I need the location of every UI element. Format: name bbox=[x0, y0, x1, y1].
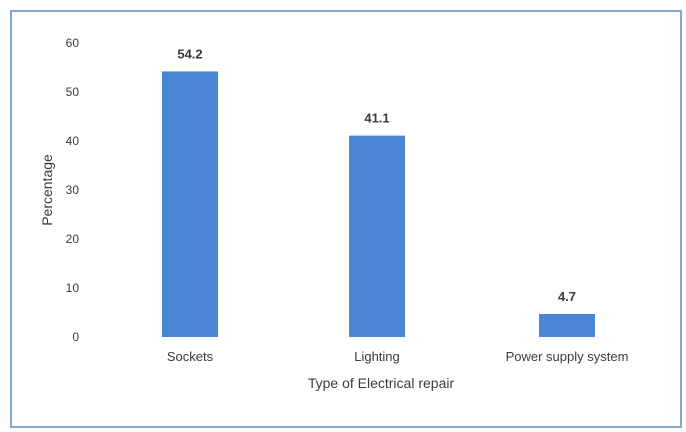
x-axis-title: Type of Electrical repair bbox=[308, 375, 455, 391]
y-tick-label: 30 bbox=[66, 183, 80, 197]
chart-frame bbox=[10, 10, 682, 428]
data-label: 54.2 bbox=[177, 46, 202, 61]
bar bbox=[539, 313, 595, 337]
y-tick-label: 50 bbox=[66, 85, 80, 99]
y-tick-label: 0 bbox=[72, 330, 79, 344]
data-label: 41.1 bbox=[364, 111, 389, 126]
y-tick-label: 20 bbox=[66, 232, 80, 246]
bars bbox=[162, 71, 595, 338]
x-category-label: Lighting bbox=[354, 349, 400, 364]
x-category-label: Power supply system bbox=[506, 349, 629, 364]
y-axis-title: Percentage bbox=[39, 154, 55, 226]
y-tick-label: 10 bbox=[66, 281, 80, 295]
y-tick-label: 40 bbox=[66, 134, 80, 148]
y-axis-ticks: 0 10 20 30 40 50 60 bbox=[66, 36, 80, 344]
y-tick-label: 60 bbox=[66, 36, 80, 50]
data-label: 4.7 bbox=[558, 289, 576, 304]
x-axis-categories: Sockets Lighting Power supply system bbox=[167, 349, 629, 364]
bar bbox=[349, 135, 405, 337]
bar bbox=[162, 71, 218, 338]
data-labels: 54.2 41.1 4.7 bbox=[177, 46, 576, 304]
x-category-label: Sockets bbox=[167, 349, 214, 364]
